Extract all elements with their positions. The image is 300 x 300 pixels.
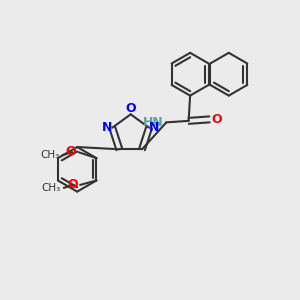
Text: HN: HN <box>142 116 164 129</box>
Text: N: N <box>102 121 112 134</box>
Text: CH₃: CH₃ <box>40 150 59 160</box>
Text: O: O <box>67 178 78 191</box>
Text: N: N <box>149 121 160 134</box>
Text: O: O <box>212 113 222 126</box>
Text: CH₃: CH₃ <box>42 183 61 193</box>
Text: O: O <box>125 103 136 116</box>
Text: O: O <box>66 145 76 158</box>
